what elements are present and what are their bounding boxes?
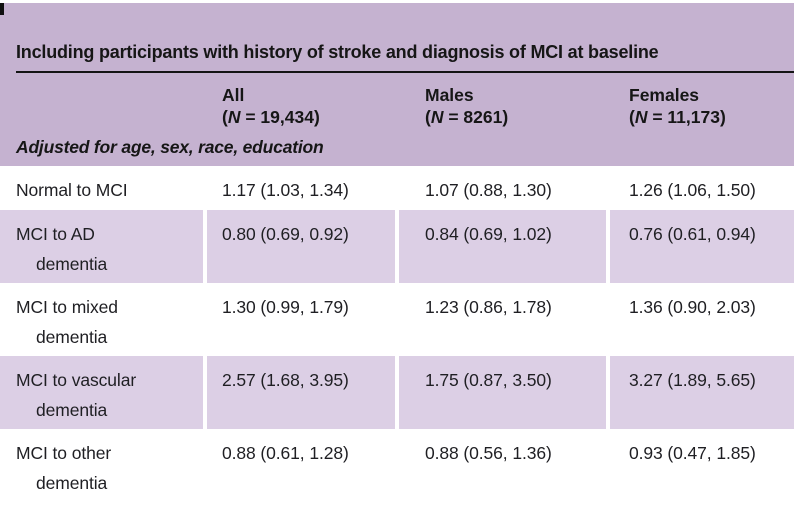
table-body: Normal to MCI 1.17 (1.03, 1.34) 1.07 (0.…	[0, 166, 794, 502]
cell-males: 1.07 (0.88, 1.30)	[425, 180, 552, 200]
column-header-spacer	[0, 85, 203, 128]
table-header-block: Including participants with history of s…	[0, 3, 794, 166]
row-label: Normal to MCI	[16, 180, 128, 200]
column-n: (N = 8261)	[425, 106, 509, 127]
column-n: (N = 19,434)	[222, 106, 320, 127]
cell-females: 1.26 (1.06, 1.50)	[629, 180, 756, 200]
table-row: MCI to mixed dementia 1.30 (0.99, 1.79) …	[0, 283, 794, 356]
cell-all: 0.88 (0.61, 1.28)	[222, 443, 349, 463]
column-header-males: Males (N = 8261)	[399, 85, 606, 128]
adjusted-note: Adjusted for age, sex, race, education	[16, 137, 324, 157]
column-label: Males	[425, 85, 474, 105]
table-row: MCI to vascular dementia 2.57 (1.68, 3.9…	[0, 356, 794, 429]
cell-males: 0.84 (0.69, 1.02)	[399, 210, 606, 283]
cell-females: 0.76 (0.61, 0.94)	[610, 210, 794, 283]
cell-males: 0.88 (0.56, 1.36)	[425, 443, 552, 463]
row-label: MCI to mixed dementia	[16, 297, 118, 347]
column-n: (N = 11,173)	[629, 106, 726, 127]
results-table: Including participants with history of s…	[0, 3, 794, 502]
cell-females: 1.36 (0.90, 2.03)	[629, 297, 756, 317]
cell-males: 1.23 (0.86, 1.78)	[425, 297, 552, 317]
cell-all: 1.30 (0.99, 1.79)	[222, 297, 349, 317]
cell-all: 0.80 (0.69, 0.92)	[207, 210, 395, 283]
column-header-all: All (N = 19,434)	[207, 85, 395, 128]
cell-all: 2.57 (1.68, 3.95)	[207, 356, 395, 429]
column-header-females: Females (N = 11,173)	[610, 85, 794, 128]
cell-males: 1.75 (0.87, 3.50)	[399, 356, 606, 429]
title-rule	[16, 71, 794, 73]
cell-all: 1.17 (1.03, 1.34)	[222, 180, 349, 200]
column-header-row: All (N = 19,434) Males (N = 8261) Female…	[0, 85, 794, 128]
table-row: MCI to AD dementia 0.80 (0.69, 0.92) 0.8…	[0, 210, 794, 283]
table-title: Including participants with history of s…	[16, 42, 659, 62]
cell-females: 3.27 (1.89, 5.65)	[610, 356, 794, 429]
table-row: MCI to other dementia 0.88 (0.61, 1.28) …	[0, 429, 794, 502]
row-label: MCI to other dementia	[16, 443, 112, 493]
column-label: All	[222, 85, 245, 105]
corner-crop-mark	[0, 3, 4, 15]
row-label: MCI to AD dementia	[0, 210, 203, 283]
cell-females: 0.93 (0.47, 1.85)	[629, 443, 756, 463]
table-row: Normal to MCI 1.17 (1.03, 1.34) 1.07 (0.…	[0, 166, 794, 210]
row-label: MCI to vascular dementia	[0, 356, 203, 429]
column-label: Females	[629, 85, 700, 105]
